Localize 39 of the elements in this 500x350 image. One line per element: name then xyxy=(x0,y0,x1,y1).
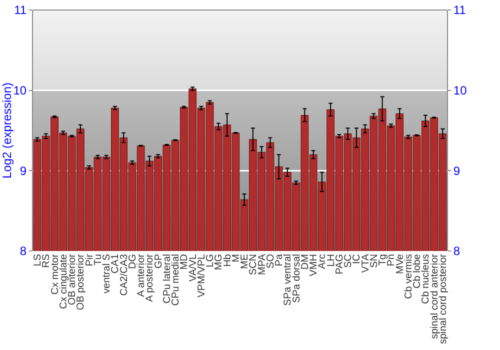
x-tick-label: Cb nucleus xyxy=(420,254,432,304)
y2-tick-label: 11 xyxy=(453,3,466,18)
x-tick-label: SPa dorsal xyxy=(291,254,302,303)
x-tick-label: Hb xyxy=(222,254,234,267)
x-tick-label: spinal cord anterior xyxy=(429,253,440,340)
y-tick-label: 10 xyxy=(13,84,27,98)
x-tick-label: SN xyxy=(368,254,380,268)
x-tick-label: Pn xyxy=(386,254,398,266)
y-tick-label: 9 xyxy=(20,164,27,178)
x-tick-label: Pir xyxy=(84,253,96,266)
y-tick-label: 11 xyxy=(14,3,27,18)
x-tick-label: M xyxy=(230,254,242,262)
x-tick-label: DG xyxy=(127,254,138,269)
x-tick-label: PAG xyxy=(334,254,346,274)
x-tick-label: MVe xyxy=(394,254,406,274)
x-tick-label: RS xyxy=(41,254,52,268)
x-tick-label: VPM/VPL xyxy=(196,254,208,298)
y2-tick-label: 8 xyxy=(453,244,460,258)
x-tick-label: CA2/CA3 xyxy=(118,254,130,296)
x-tick-label: VTA xyxy=(360,254,372,273)
y-axis-title: Log2 (expression) xyxy=(0,82,14,179)
x-tick-label: spinal cord posterior xyxy=(438,253,449,344)
x-tick-label: Tu xyxy=(92,254,104,266)
x-tick-label: DM xyxy=(300,254,311,270)
x-tick-label: CA1 xyxy=(110,254,122,274)
y-tick-label: 8 xyxy=(20,244,27,258)
x-tick-label: SO xyxy=(265,254,276,268)
x-tick-label: GP xyxy=(153,254,164,268)
x-tick-label: Cx cingulate xyxy=(58,254,70,310)
x-tick-label: OB posterior xyxy=(76,253,87,310)
y2-tick-label: 9 xyxy=(453,164,460,178)
x-tick-label: Arc xyxy=(317,254,328,269)
y2-tick-label: 10 xyxy=(453,84,468,98)
x-tick-label: A posterior xyxy=(144,253,156,302)
x-tick-label: MPA xyxy=(256,254,268,275)
x-tick-label: LH xyxy=(326,254,337,267)
x-tick-label: IC xyxy=(352,254,363,264)
x-tick-label: SCN xyxy=(248,254,260,276)
x-tick-label: Tg xyxy=(378,254,389,266)
